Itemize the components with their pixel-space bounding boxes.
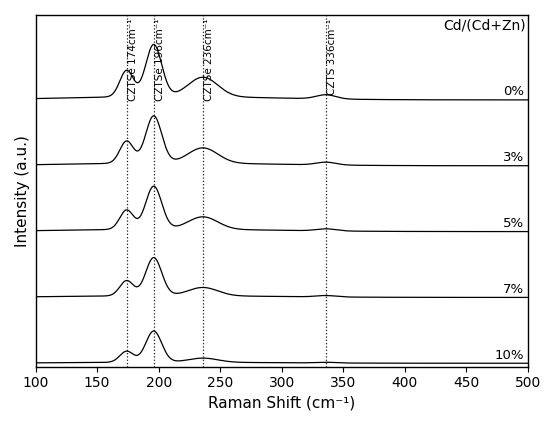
X-axis label: Raman Shift (cm⁻¹): Raman Shift (cm⁻¹) [208,396,355,411]
Text: CZTSe 236cm⁻¹: CZTSe 236cm⁻¹ [204,18,214,101]
Text: Cd/(Cd+Zn): Cd/(Cd+Zn) [443,18,525,32]
Text: 3%: 3% [503,151,524,164]
Text: 7%: 7% [503,283,524,296]
Text: 5%: 5% [503,217,524,230]
Text: 10%: 10% [495,348,524,362]
Text: 0%: 0% [503,85,524,98]
Y-axis label: Intensity (a.u.): Intensity (a.u.) [15,135,30,247]
Text: CZTSe 196cm⁻¹: CZTSe 196cm⁻¹ [155,18,165,101]
Text: CZTS 336cm⁻¹: CZTS 336cm⁻¹ [327,18,337,95]
Text: CZTSe 174cm⁻¹: CZTSe 174cm⁻¹ [128,18,138,101]
